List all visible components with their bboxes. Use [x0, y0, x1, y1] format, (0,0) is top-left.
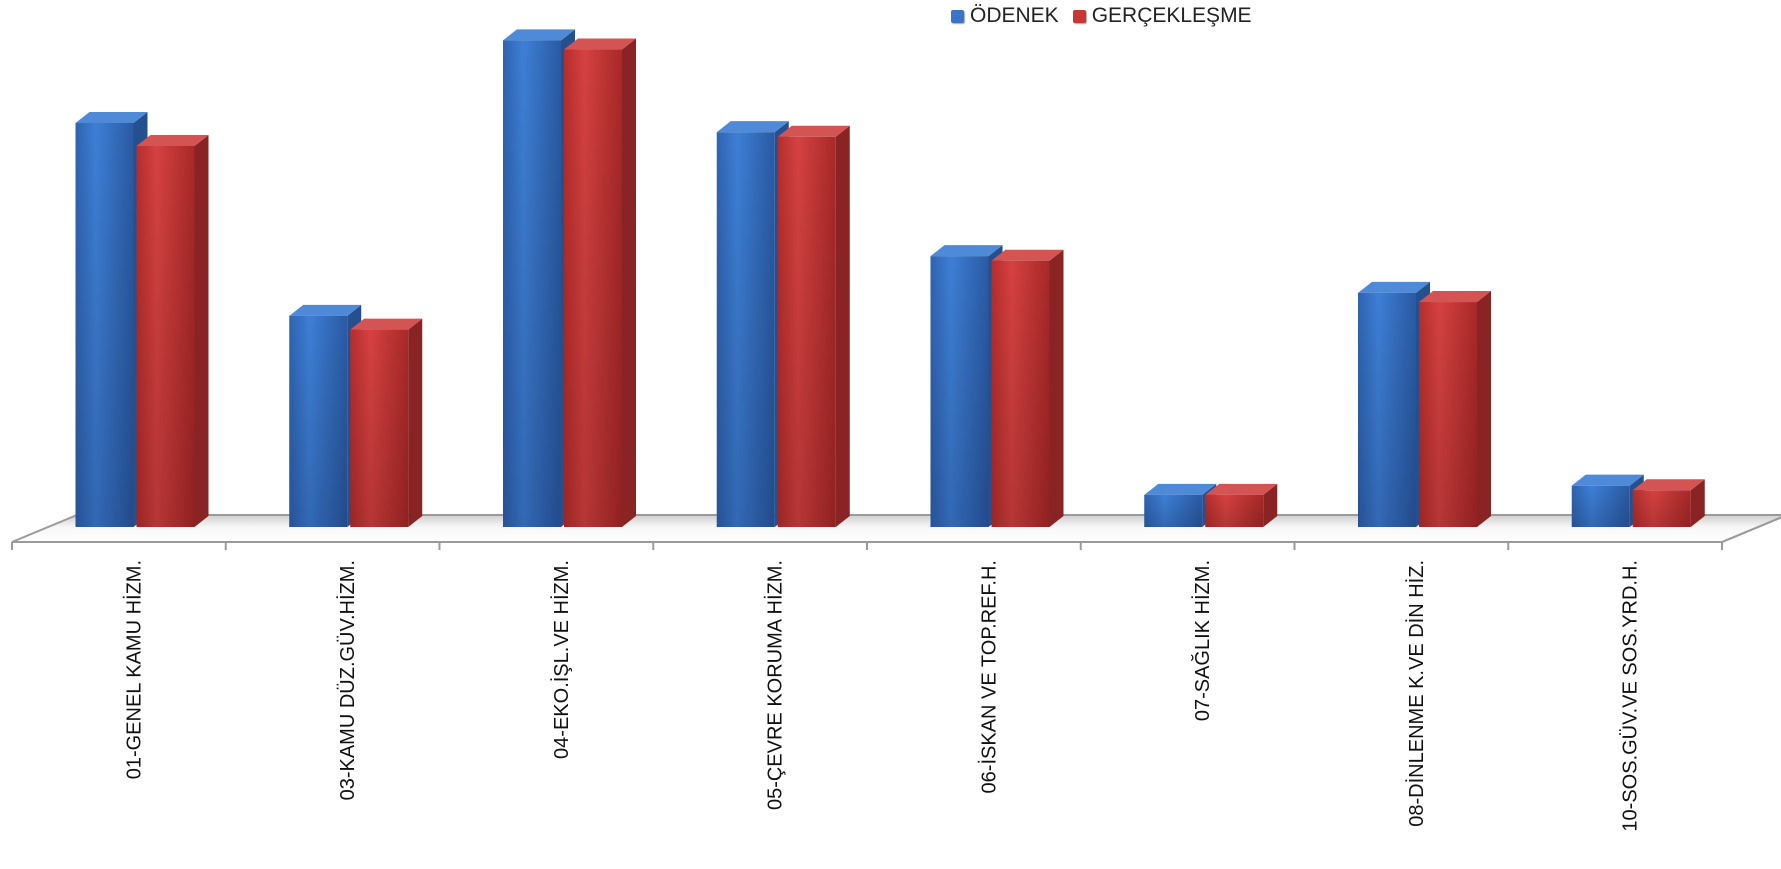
bar: [1632, 479, 1705, 527]
bar: [136, 134, 209, 528]
legend-swatch-odenek: [951, 9, 964, 23]
bar-group: [930, 245, 1064, 528]
bar: [1419, 291, 1491, 527]
legend-swatch-gerceklesme: [1072, 9, 1086, 23]
legend-item-gerceklesme: GERÇEKLEŞME: [1072, 4, 1252, 28]
bar-group: [75, 112, 209, 528]
bar-group: [1571, 474, 1705, 527]
bar: [991, 249, 1064, 527]
legend-label-gerceklesme: GERÇEKLEŞME: [1091, 4, 1252, 27]
x-tick-label: 05-ÇEVRE KORUMA HİZM.: [764, 560, 787, 810]
bar: [564, 38, 636, 527]
bar-group: [503, 29, 636, 527]
x-tick-label: 01-GENEL KAMU HİZM.: [122, 560, 145, 779]
bar: [777, 125, 850, 528]
x-tick-label: 08-DİNLENME K.VE DİN HİZ.: [1405, 560, 1428, 827]
legend-item-odenek: ÖDENEK: [951, 4, 1059, 28]
x-tick-label: 04-EKO.İŞL.VE HİZM.: [550, 560, 573, 759]
bar: [1205, 483, 1278, 527]
chart-floor: [11, 514, 1781, 543]
x-tick-label: 10-SOS.GÜV.VE SOS.YRD.H.: [1620, 560, 1642, 832]
bar: [289, 304, 362, 527]
bar-group: [1144, 483, 1278, 527]
bar: [350, 318, 423, 527]
x-tick-label: 06-İSKAN VE TOP.REF.H.: [977, 560, 1000, 793]
chart-bars: [75, 29, 1705, 528]
chart-floor-plane: [11, 514, 1781, 543]
x-tick-label: 03-KAMU DÜZ.GÜV.HİZM.: [336, 560, 359, 800]
bar-group: [1358, 281, 1491, 527]
chart-legend: ÖDENEK GERÇEKLEŞME: [951, 4, 1252, 28]
bar-group: [716, 121, 850, 528]
legend-label-odenek: ÖDENEK: [970, 4, 1059, 27]
bar: [75, 112, 148, 527]
x-tick-label: 07-SAĞLIK HİZM.: [1191, 560, 1214, 721]
bar-group: [289, 304, 423, 527]
